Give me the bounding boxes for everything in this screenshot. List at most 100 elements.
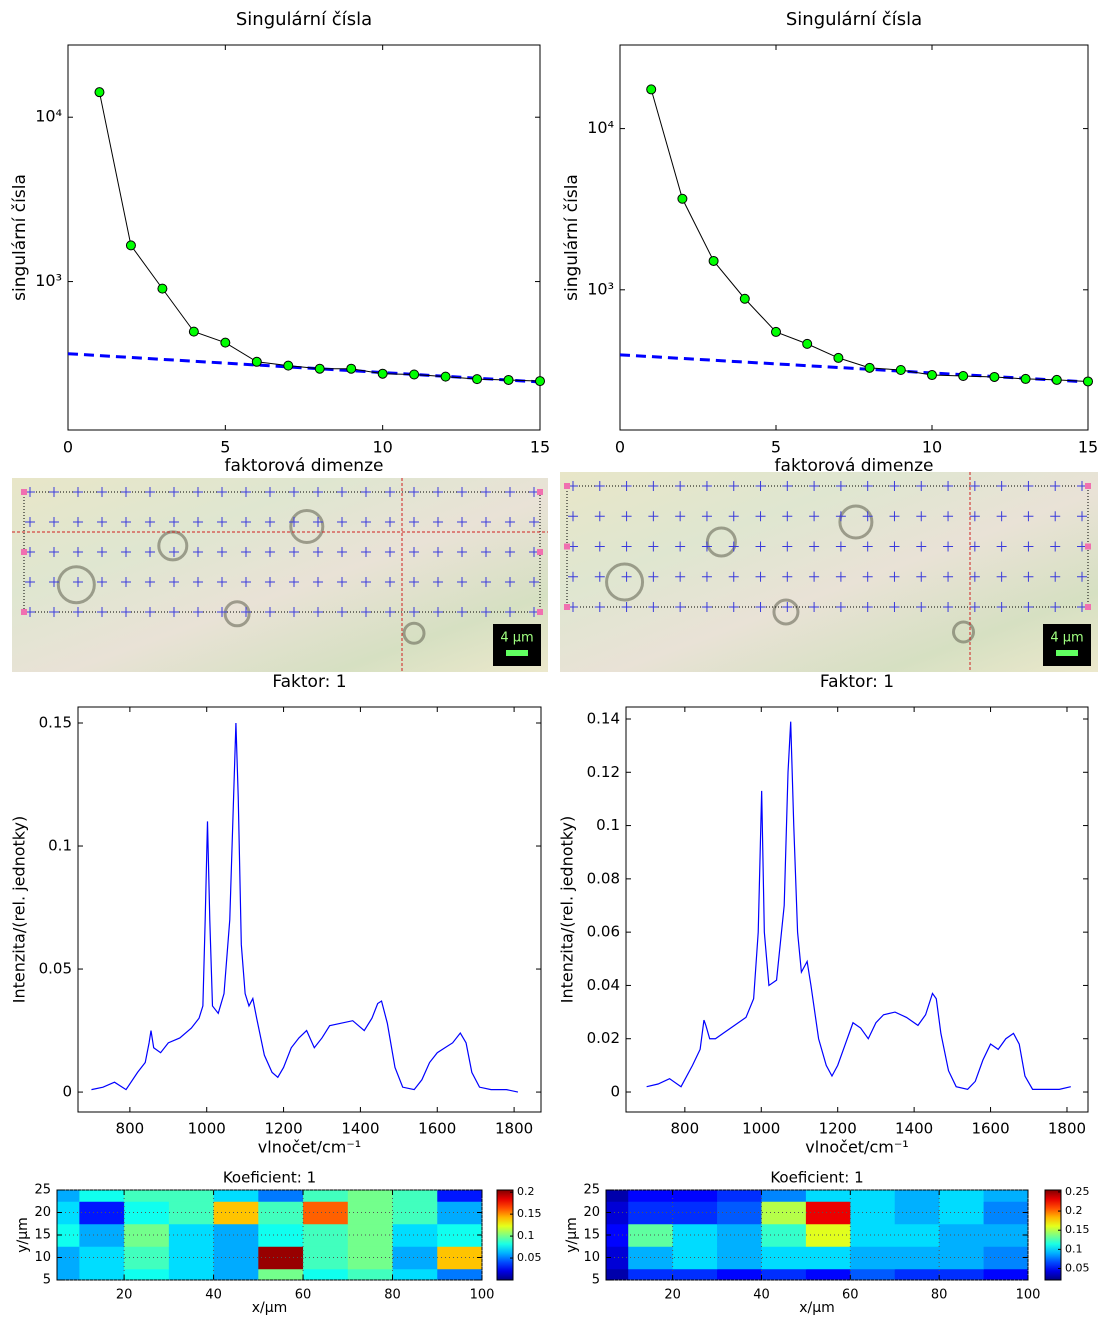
heatmap-cell bbox=[392, 1246, 438, 1270]
heatmap-cell bbox=[347, 1190, 394, 1202]
x-tick-label: 1200 bbox=[264, 1120, 302, 1138]
x-tick-label: 100 bbox=[1016, 1288, 1041, 1303]
scan-point bbox=[49, 517, 59, 527]
scan-point bbox=[1050, 511, 1061, 522]
scan-point bbox=[289, 547, 299, 557]
scan-point bbox=[481, 607, 491, 617]
scan-point bbox=[505, 517, 515, 527]
scan-point bbox=[1077, 571, 1087, 582]
heatmap-cell bbox=[79, 1268, 125, 1280]
data-point bbox=[739, 293, 750, 304]
scan-point bbox=[568, 511, 578, 522]
heatmap-cell bbox=[939, 1268, 985, 1280]
scan-point bbox=[1050, 481, 1061, 491]
scan-point bbox=[337, 547, 347, 557]
scan-point bbox=[457, 547, 467, 557]
scan-point bbox=[481, 517, 491, 527]
chart: 20 40 60 80 100 5 10 15 20 25 Koeficient: 1 x/μm y/μ… bbox=[564, 1169, 1090, 1317]
scan-point bbox=[385, 547, 395, 557]
scan-point bbox=[97, 517, 107, 527]
scan-point bbox=[217, 487, 227, 497]
scan-point bbox=[121, 607, 131, 617]
heatmap-cell bbox=[347, 1246, 394, 1270]
heatmap-cell bbox=[347, 1223, 394, 1247]
heatmap-cell bbox=[761, 1223, 807, 1247]
scan-point bbox=[835, 541, 846, 552]
x-tick-label: 5 bbox=[220, 438, 230, 457]
scan-point bbox=[862, 571, 873, 582]
scan-point bbox=[835, 571, 846, 582]
data-point bbox=[94, 87, 105, 98]
scan-point bbox=[675, 541, 686, 552]
scan-point bbox=[1023, 571, 1034, 582]
scan-point bbox=[943, 481, 954, 491]
scan-point bbox=[916, 481, 927, 491]
heatmap-cell bbox=[124, 1246, 170, 1270]
data-point bbox=[125, 240, 136, 251]
scan-point bbox=[313, 577, 323, 587]
y-axis-label: Intenzita/(rel. jednotky) bbox=[10, 816, 29, 1003]
x-tick-label: 10 bbox=[372, 438, 392, 457]
scan-point bbox=[996, 481, 1007, 491]
scan-point bbox=[943, 541, 954, 552]
scan-point bbox=[217, 607, 227, 617]
chart: 0 5 10 15 10³ 10⁴ Singulární čísla faktorová di… bbox=[10, 9, 550, 476]
data-point bbox=[472, 374, 483, 385]
heatmap-cell bbox=[672, 1223, 718, 1247]
colorbar-tick-label: 0.1 bbox=[1065, 1242, 1083, 1255]
y-tick-label: 25 bbox=[583, 1183, 600, 1198]
x-tick-label: 40 bbox=[753, 1288, 770, 1303]
x-tick-label: 5 bbox=[771, 438, 781, 457]
colorbar-tick-label: 0.25 bbox=[1065, 1185, 1090, 1198]
scan-point bbox=[943, 571, 954, 582]
handle bbox=[1085, 543, 1091, 550]
scan-point bbox=[73, 577, 83, 587]
scan-point bbox=[409, 517, 419, 527]
heatmap-cell bbox=[168, 1190, 215, 1202]
data-point bbox=[188, 326, 199, 337]
scan-point bbox=[916, 602, 927, 612]
heatmap-cell bbox=[392, 1201, 438, 1225]
image-background bbox=[560, 472, 1098, 672]
scan-point bbox=[433, 577, 443, 587]
scan-point bbox=[621, 511, 632, 522]
particle bbox=[289, 509, 325, 544]
heatmap-cell bbox=[213, 1246, 259, 1270]
heatmap-cell bbox=[124, 1268, 170, 1280]
scan-point bbox=[505, 577, 515, 587]
scan-point bbox=[409, 607, 419, 617]
scan-point bbox=[782, 602, 793, 612]
heatmap-cell bbox=[894, 1190, 940, 1202]
y-tick-label: 20 bbox=[583, 1205, 600, 1220]
colorbar-tick-label: 0.15 bbox=[1065, 1223, 1090, 1236]
scan-point bbox=[862, 511, 873, 522]
scan-point bbox=[361, 487, 371, 497]
scan-point bbox=[648, 511, 659, 522]
scan-point bbox=[217, 577, 227, 587]
handle bbox=[564, 604, 570, 610]
scan-point bbox=[505, 547, 515, 557]
y-tick-label: 10⁴ bbox=[35, 107, 62, 126]
colorbar-tick-label: 0.2 bbox=[517, 1185, 535, 1198]
x-tick-label: 800 bbox=[671, 1120, 700, 1138]
scale-label: 4 μm bbox=[1050, 631, 1083, 646]
x-tick-label: 1800 bbox=[495, 1120, 533, 1138]
x-tick-label: 0 bbox=[63, 438, 73, 457]
heatmap-cell bbox=[303, 1190, 349, 1202]
x-tick-label: 1600 bbox=[971, 1120, 1009, 1138]
scan-point bbox=[193, 577, 203, 587]
fit-line bbox=[620, 353, 1088, 384]
scan-point bbox=[809, 571, 820, 582]
microscope-image: 4 μm bbox=[12, 478, 548, 672]
x-axis-label: faktorová dimenze bbox=[225, 456, 384, 476]
y-tick-label: 0.06 bbox=[587, 923, 620, 941]
scan-point bbox=[49, 577, 59, 587]
data-point bbox=[314, 363, 325, 374]
plot-frame bbox=[67, 44, 541, 431]
heatmap-cell bbox=[392, 1268, 438, 1280]
heatmap-cell bbox=[805, 1201, 851, 1225]
particle bbox=[402, 621, 426, 645]
scan-point bbox=[433, 487, 443, 497]
scan-point bbox=[1050, 602, 1061, 612]
